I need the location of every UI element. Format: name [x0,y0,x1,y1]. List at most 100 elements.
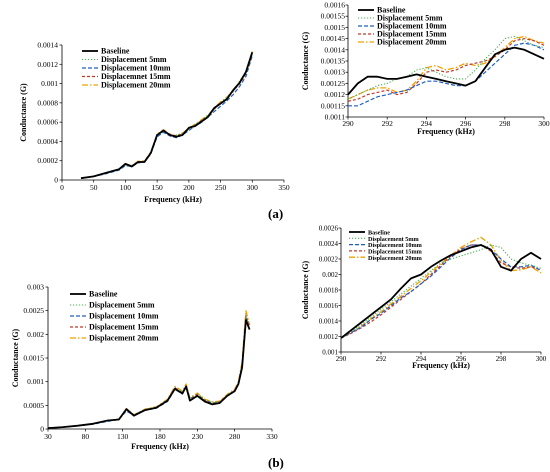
y-tick-label: 0.0002 [37,156,58,165]
legend-label: Displacement 10mm [368,242,423,249]
x-axis-label: Frequency (kHz) [144,195,202,204]
x-tick-label: 292 [376,355,387,363]
series-line-1 [47,314,251,429]
chart-a-zoom: 290 292 294 296 298 300 0.0011 0.00115 0.0012 0.0… [301,1,550,137]
series-line-4 [340,236,542,339]
series-line-0 [47,319,251,429]
x-tick-label: 296 [460,119,472,128]
y-tick-label: 0.0015 [23,354,44,363]
y-tick-label: 0.0012 [319,333,339,341]
y-tick-label: 0.0008 [37,98,58,107]
y-tick-label: 0.00125 [321,79,346,88]
y-axis-label: Conductance (G) [301,260,310,319]
y-tick-label: 0.001 [41,79,58,88]
chart-b-main: 30 80 130 180 230 280 330 0 0.0005 0.001 0.0015 0.0… [11,283,278,452]
x-tick-label: 290 [342,119,354,128]
x-tick-label: 100 [120,183,132,192]
x-axis-label: Frequency (kHz) [412,361,470,370]
y-tick-label: 0.0026 [319,225,339,233]
x-tick-label: 230 [192,432,204,441]
y-tick-label: 0.0018 [319,287,339,295]
legend-label: Displacemnet 15mm [101,72,171,81]
series-line-3 [47,314,251,429]
x-tick-label: 294 [421,119,433,128]
legend-label: Displacement 20mm [101,81,171,90]
x-tick-label: 150 [152,183,164,192]
x-tick-label: 300 [536,355,547,363]
x-tick-label: 290 [336,355,347,363]
x-tick-label: 296 [456,355,467,363]
series-line-0 [80,51,254,180]
y-tick-label: 0.0016 [324,1,345,10]
series-line-0 [340,244,542,339]
legend-label: Displacement 15mm [368,249,423,256]
legend-label: Baseline [101,47,130,56]
x-tick-label: 250 [215,183,227,192]
series-line-2 [80,55,253,179]
y-axis-label: Conductance (G) [301,31,310,90]
y-tick-label: 0.00155 [321,12,346,21]
series-line-3 [340,244,542,339]
series-line-1 [347,35,545,100]
y-axis-label: Conductance (G) [19,83,28,142]
y-tick-label: 0.003 [27,283,44,292]
x-tick-label: 180 [154,432,166,441]
y-tick-label: 0.002 [322,271,338,279]
series-line-1 [340,244,542,339]
legend-label: Displacement 20mm [89,334,159,343]
legend-label: Displacement 10mm [101,64,171,73]
legend-label: Baseline [368,230,390,237]
y-tick-label: 0.0014 [324,45,345,54]
x-tick-label: 50 [90,183,98,192]
y-tick-label: 0.0014 [37,41,58,50]
y-tick-label: 0.0005 [23,401,44,410]
y-tick-label: 0.0006 [37,118,58,127]
panel-label-a: (a) [268,206,284,221]
y-tick-label: 0 [54,176,58,185]
y-tick-label: 0.00115 [321,101,345,110]
y-tick-label: 0 [40,425,44,434]
y-tick-label: 0.0012 [324,90,345,99]
y-tick-label: 0.001 [27,377,44,386]
series-line-0 [347,46,545,96]
legend-label: Displacement 5mm [89,301,155,310]
x-axis-label: Frequency (kHz) [417,127,475,136]
series-line-2 [348,42,545,107]
legend-label: Baseline [89,290,118,299]
legend-label: Displacement 10mm [89,312,159,321]
y-tick-label: 0.0013 [324,68,345,77]
series-line-4 [347,35,545,100]
y-tick-label: 0.001 [322,349,338,357]
series-line-2 [340,244,542,339]
legend-label: Displacement 5mm [377,14,443,23]
x-tick-label: 0 [60,183,64,192]
y-tick-label: 0.0016 [319,302,339,310]
legend-label: Displacement 20mm [368,255,423,262]
x-tick-label: 200 [183,183,195,192]
legend-label: Baseline [377,6,406,15]
x-tick-label: 292 [382,119,394,128]
x-tick-label: 30 [44,432,52,441]
y-tick-label: 0.00135 [321,57,346,66]
x-tick-label: 300 [538,119,550,128]
x-tick-label: 280 [229,432,241,441]
legend-label: Displacement 15mm [377,30,447,39]
x-tick-label: 330 [266,432,278,441]
series-line-1 [80,53,253,179]
panel-label-b: (b) [268,455,284,470]
y-tick-label: 0.0011 [325,113,346,122]
y-axis-label: Conductance (G) [11,328,20,387]
chart-a-main: 0 50 100 150 200 250 300 350 0 0.0002 0.0004 0.0006… [19,41,290,205]
y-tick-label: 0.0015 [324,23,345,32]
x-tick-label: 298 [499,119,511,128]
series-line-3 [347,37,545,102]
legend-label: Displacement 15mm [89,323,159,332]
x-tick-label: 298 [496,355,507,363]
x-tick-label: 130 [117,432,129,441]
legend-label: Displacement 5mm [101,55,167,64]
y-tick-label: 0.0004 [37,137,58,146]
y-tick-label: 0.0025 [23,306,44,315]
y-tick-label: 0.0012 [37,60,58,69]
x-tick-label: 350 [278,183,290,192]
